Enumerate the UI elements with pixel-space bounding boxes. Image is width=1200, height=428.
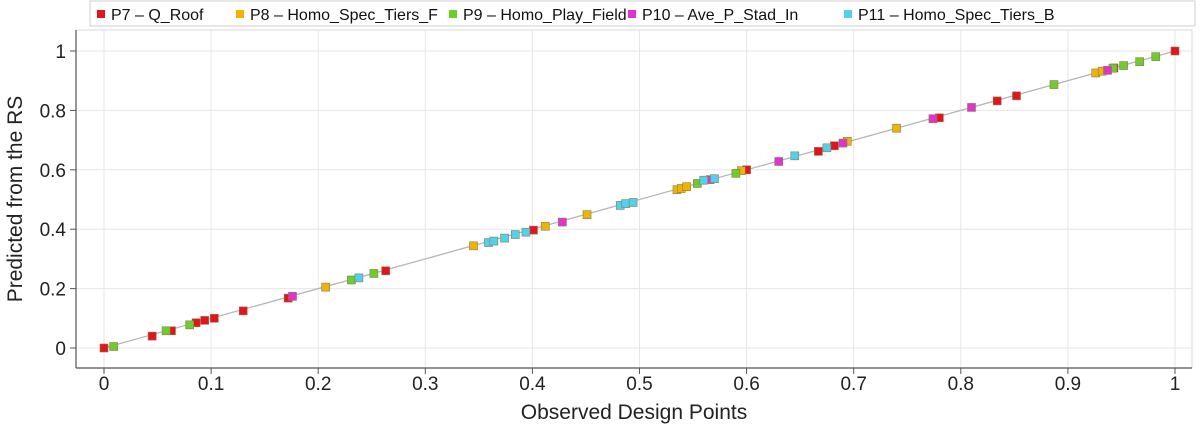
data-point xyxy=(540,221,550,231)
x-tick-label: 0.4 xyxy=(519,374,546,395)
y-tick-label: 0.6 xyxy=(40,161,66,182)
data-point xyxy=(682,182,691,192)
x-tick-label: 0.3 xyxy=(412,374,438,395)
x-tick-label: 0.6 xyxy=(733,374,759,395)
data-point xyxy=(200,316,209,325)
data-point xyxy=(529,225,538,235)
legend-swatch xyxy=(844,10,852,18)
data-point xyxy=(185,320,194,330)
legend-item-0: P7 – Q_Roof xyxy=(97,7,204,24)
data-point xyxy=(1151,52,1161,61)
y-tick-label: 0.8 xyxy=(40,101,66,122)
data-point xyxy=(369,269,379,278)
data-point xyxy=(1119,61,1128,70)
legend-label: P11 – Homo_Spec_Tiers_B xyxy=(858,7,1055,24)
series-4 xyxy=(354,143,832,283)
data-point xyxy=(109,342,118,351)
x-tick-label: 0.5 xyxy=(626,374,652,395)
y-tick-label: 0.2 xyxy=(40,280,66,301)
x-axis-title: Observed Design Points xyxy=(521,401,747,424)
data-point xyxy=(1012,91,1021,101)
data-point xyxy=(354,273,364,283)
x-tick-label: 0.7 xyxy=(840,374,866,395)
data-point xyxy=(822,143,832,153)
x-tick-label: 0 xyxy=(99,374,110,395)
data-point xyxy=(814,147,823,156)
data-point xyxy=(992,96,1002,106)
data-point xyxy=(288,292,297,301)
data-point xyxy=(838,138,848,148)
data-point xyxy=(558,217,567,227)
data-point xyxy=(1049,80,1059,89)
x-tick-label: 0.9 xyxy=(1055,374,1081,395)
data-point xyxy=(500,233,509,243)
data-point xyxy=(210,313,219,323)
axes: 0 0.1 0.2 0.3 0.4 0.5 0.6 0.7 0.8 0.9 1 0 0.2 0.4 0.6 0… xyxy=(40,30,1192,395)
data-point xyxy=(238,306,248,316)
series-2 xyxy=(109,52,1161,351)
legend-swatch xyxy=(449,10,457,18)
x-tick-label: 0.2 xyxy=(305,374,331,395)
data-point xyxy=(699,175,709,185)
x-tick-label: 1 xyxy=(1170,374,1181,395)
data-point xyxy=(830,141,839,151)
data-point xyxy=(1135,57,1144,66)
data-point xyxy=(147,331,157,341)
x-tick-label: 0.8 xyxy=(948,374,974,395)
data-point xyxy=(928,114,938,124)
data-point xyxy=(1103,66,1112,75)
legend-item-1: P8 – Homo_Spec_Tiers_F xyxy=(236,7,438,24)
data-point xyxy=(628,198,638,207)
legend-swatch xyxy=(628,10,636,18)
data-point xyxy=(489,236,499,246)
data-point xyxy=(710,174,719,184)
data-point xyxy=(774,157,784,166)
data-point xyxy=(790,151,800,161)
y-tick-label: 0 xyxy=(55,339,66,360)
data-point xyxy=(582,210,592,219)
data-point xyxy=(321,282,330,292)
x-tick-label: 0.1 xyxy=(198,374,224,395)
data-points xyxy=(99,46,1180,353)
data-point xyxy=(967,103,976,112)
data-point xyxy=(731,169,741,178)
data-point xyxy=(1170,46,1180,56)
legend-item-3: P10 – Ave_P_Stad_In xyxy=(628,7,798,24)
data-point xyxy=(99,343,109,353)
data-point xyxy=(621,199,630,208)
grid xyxy=(76,30,1192,368)
data-point xyxy=(381,266,390,276)
legend-swatch xyxy=(97,10,105,18)
y-axis-title: Predicted from the RS xyxy=(4,96,27,303)
legend-label: P10 – Ave_P_Stad_In xyxy=(642,7,798,24)
data-point xyxy=(510,230,520,239)
y-tick-label: 1 xyxy=(55,42,66,63)
data-point xyxy=(347,275,356,285)
data-point xyxy=(161,326,171,336)
legend-item-2: P9 – Homo_Play_Field xyxy=(449,7,627,24)
data-point xyxy=(521,227,531,237)
data-point xyxy=(892,123,901,133)
legend-label: P9 – Homo_Play_Field xyxy=(463,7,627,24)
legend-label: P7 – Q_Roof xyxy=(111,7,204,24)
data-point xyxy=(469,241,478,251)
legend-row1-box xyxy=(89,0,1196,27)
legend-swatch xyxy=(236,10,244,18)
legend-item-4: P11 – Homo_Spec_Tiers_B xyxy=(844,7,1055,24)
legend-label: P8 – Homo_Spec_Tiers_F xyxy=(250,7,438,24)
y-tick-label: 0.4 xyxy=(40,220,67,241)
